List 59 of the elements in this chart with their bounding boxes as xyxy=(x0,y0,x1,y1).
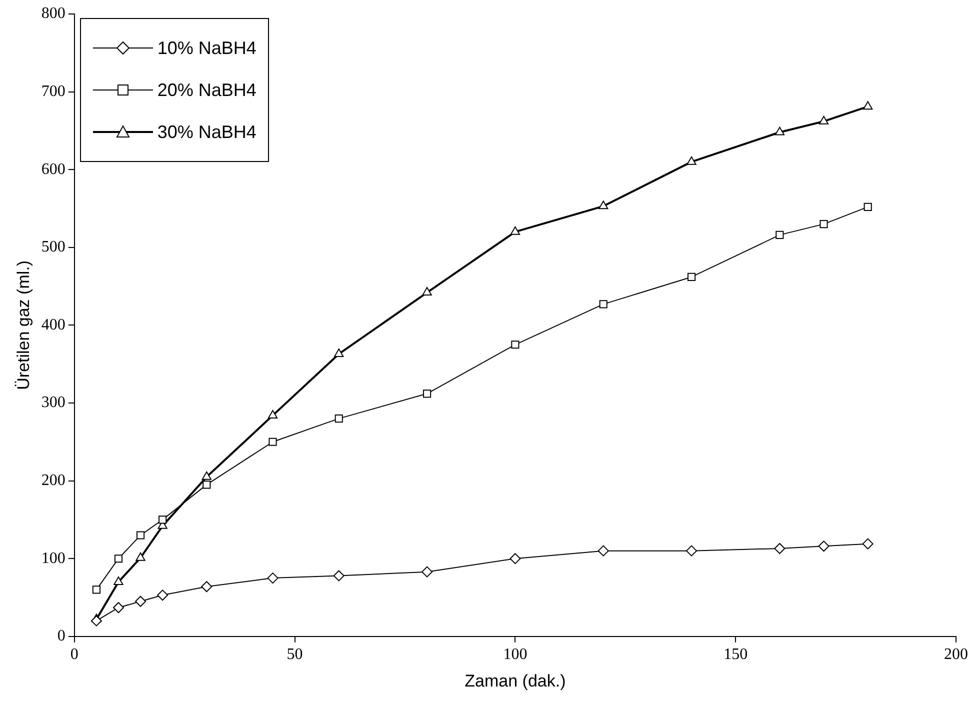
x-tick-label: 150 xyxy=(724,646,748,664)
point xyxy=(90,615,102,626)
point xyxy=(334,414,343,423)
point xyxy=(687,272,696,281)
point xyxy=(598,545,609,556)
point xyxy=(333,570,344,582)
y-tick-label: 800 xyxy=(41,5,66,22)
point xyxy=(820,220,828,228)
point xyxy=(818,540,830,552)
point xyxy=(268,438,277,446)
x-axis-title: Zaman (dak.) xyxy=(464,671,566,690)
y-tick-label: 300 xyxy=(41,394,66,412)
y-tick-label: 100 xyxy=(41,550,66,567)
point xyxy=(863,101,873,110)
point xyxy=(114,554,123,563)
point xyxy=(818,116,829,124)
y-axis-title: Üretilen gaz (ml.) xyxy=(14,260,33,390)
point xyxy=(599,300,608,308)
point xyxy=(422,566,433,578)
x-tick-label: 100 xyxy=(503,646,528,664)
point xyxy=(201,581,212,592)
point xyxy=(334,348,344,357)
y-tick-label: 400 xyxy=(41,316,66,334)
point xyxy=(157,590,168,601)
point xyxy=(686,545,698,556)
point xyxy=(510,226,520,235)
point xyxy=(423,390,432,398)
legend-label: 10% NaBH4 xyxy=(157,38,256,58)
legend-label: 20% NaBH4 xyxy=(157,80,256,100)
point xyxy=(862,538,874,550)
point xyxy=(598,200,608,210)
point xyxy=(776,230,784,239)
point xyxy=(136,552,146,561)
y-tick-label: 600 xyxy=(41,160,66,178)
point xyxy=(92,586,100,594)
y-tick-label: 200 xyxy=(41,472,66,490)
point xyxy=(267,572,278,584)
point xyxy=(510,553,521,564)
point xyxy=(864,202,872,211)
point xyxy=(135,596,146,607)
point xyxy=(202,480,211,489)
point xyxy=(158,516,167,524)
point xyxy=(774,126,785,136)
x-tick-label: 0 xyxy=(70,646,78,664)
point xyxy=(202,471,212,480)
legend-label: 30% NaBH4 xyxy=(157,122,256,142)
point xyxy=(422,287,432,296)
point xyxy=(112,602,124,614)
point xyxy=(686,156,696,165)
x-tick-label: 50 xyxy=(286,646,303,664)
x-tick-label: 200 xyxy=(944,646,968,664)
point xyxy=(114,576,124,585)
point xyxy=(774,542,786,554)
point xyxy=(511,340,520,349)
y-tick-label: 500 xyxy=(41,238,66,256)
y-tick-label: 700 xyxy=(41,83,66,100)
point xyxy=(268,410,278,418)
point xyxy=(136,531,145,540)
y-tick-label: 0 xyxy=(57,628,66,645)
